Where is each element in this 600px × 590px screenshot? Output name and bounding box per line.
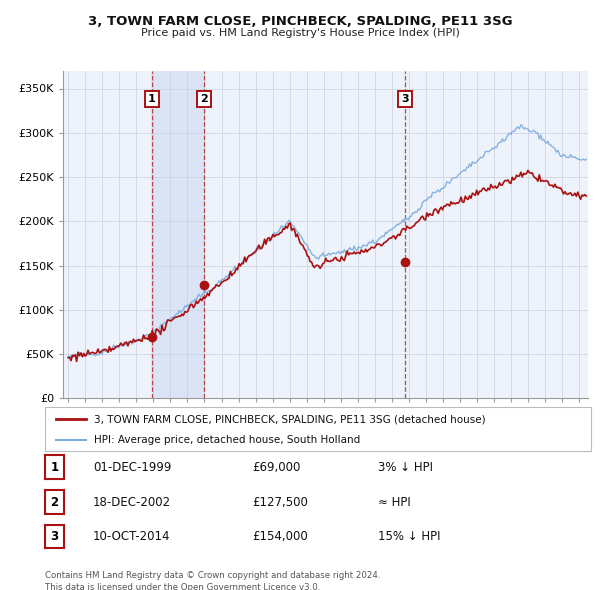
Text: Contains HM Land Registry data © Crown copyright and database right 2024.
This d: Contains HM Land Registry data © Crown c… (45, 571, 380, 590)
Text: £127,500: £127,500 (252, 496, 308, 509)
Text: Price paid vs. HM Land Registry's House Price Index (HPI): Price paid vs. HM Land Registry's House … (140, 28, 460, 38)
Text: 10-OCT-2014: 10-OCT-2014 (93, 530, 170, 543)
Text: 18-DEC-2002: 18-DEC-2002 (93, 496, 171, 509)
Text: 2: 2 (200, 94, 208, 104)
Text: 2: 2 (50, 496, 59, 509)
Text: 3, TOWN FARM CLOSE, PINCHBECK, SPALDING, PE11 3SG: 3, TOWN FARM CLOSE, PINCHBECK, SPALDING,… (88, 15, 512, 28)
Text: 3: 3 (50, 530, 59, 543)
Text: 1: 1 (148, 94, 156, 104)
Text: 3, TOWN FARM CLOSE, PINCHBECK, SPALDING, PE11 3SG (detached house): 3, TOWN FARM CLOSE, PINCHBECK, SPALDING,… (94, 414, 486, 424)
Text: £154,000: £154,000 (252, 530, 308, 543)
Bar (152, 71, 204, 398)
Text: HPI: Average price, detached house, South Holland: HPI: Average price, detached house, Sout… (94, 435, 361, 445)
Text: £69,000: £69,000 (252, 461, 301, 474)
Text: 15% ↓ HPI: 15% ↓ HPI (378, 530, 440, 543)
Text: ≈ HPI: ≈ HPI (378, 496, 411, 509)
Text: 01-DEC-1999: 01-DEC-1999 (93, 461, 172, 474)
Text: 3% ↓ HPI: 3% ↓ HPI (378, 461, 433, 474)
Text: 3: 3 (401, 94, 409, 104)
Text: 1: 1 (50, 461, 59, 474)
